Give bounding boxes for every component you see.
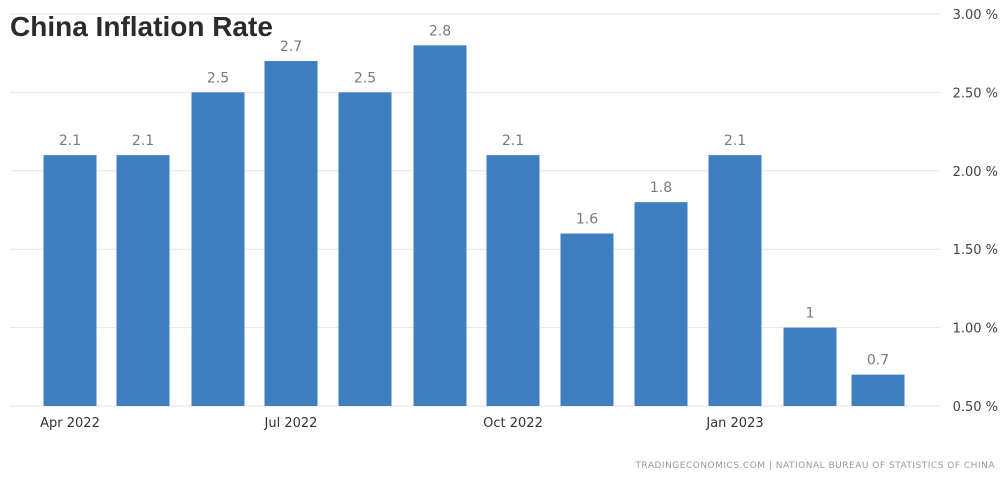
bar	[634, 202, 688, 406]
data-label: 2.5	[354, 70, 376, 86]
x-tick-label: Jul 2022	[264, 416, 318, 431]
bar	[708, 155, 762, 406]
bar	[264, 61, 318, 406]
bar	[560, 233, 614, 406]
y-axis-ticks: 0.50 % 1.00 % 1.50 % 2.00 % 2.50 % 3.00 %	[953, 8, 998, 415]
bar	[43, 155, 97, 406]
data-label: 2.7	[280, 39, 302, 55]
y-tick-label: 0.50 %	[953, 400, 998, 415]
bar	[783, 327, 837, 406]
data-label: 2.1	[724, 133, 746, 149]
x-tick-label: Oct 2022	[483, 416, 543, 431]
data-label: 2.1	[502, 133, 524, 149]
chart-title: China Inflation Rate	[10, 11, 273, 42]
data-label: 2.1	[59, 133, 81, 149]
data-label: 1.6	[576, 212, 598, 228]
source-credit: TRADINGECONOMICS.COM | NATIONAL BUREAU O…	[634, 461, 995, 471]
bar	[486, 155, 540, 406]
data-labels: 2.1 2.1 2.5 2.7 2.5 2.8 2.1 1.6 1.8 2.1 1 0.7	[59, 23, 889, 368]
y-tick-label: 1.00 %	[953, 322, 998, 337]
data-label: 1	[806, 306, 815, 322]
x-tick-label: Apr 2022	[40, 416, 100, 431]
data-label: 0.7	[867, 353, 889, 369]
y-tick-label: 2.00 %	[953, 165, 998, 180]
bars	[43, 45, 905, 407]
data-label: 2.5	[207, 70, 229, 86]
data-label: 2.8	[429, 23, 451, 39]
x-tick-label: Jan 2023	[705, 416, 763, 431]
y-tick-label: 3.00 %	[953, 8, 998, 23]
bar	[338, 92, 392, 407]
bar	[116, 155, 170, 406]
x-axis-ticks: Apr 2022 Jul 2022 Oct 2022 Jan 2023	[40, 416, 763, 431]
bar	[191, 92, 245, 407]
bar	[413, 45, 467, 407]
data-label: 2.1	[132, 133, 154, 149]
y-tick-label: 2.50 %	[953, 86, 998, 101]
bar	[851, 374, 905, 406]
data-label: 1.8	[650, 180, 672, 196]
y-tick-label: 1.50 %	[953, 243, 998, 258]
